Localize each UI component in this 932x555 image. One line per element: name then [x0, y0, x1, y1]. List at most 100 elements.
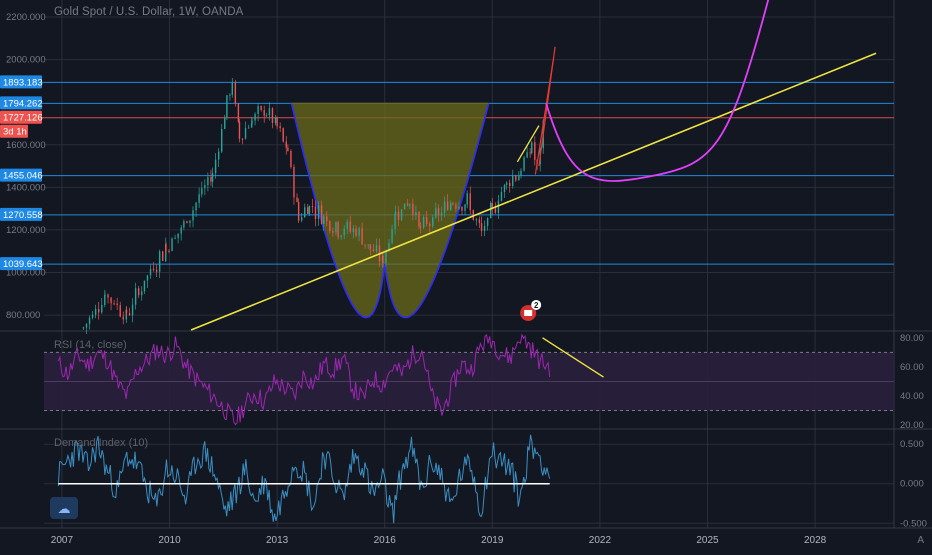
candle-body: [276, 117, 278, 127]
candle-body: [221, 129, 223, 152]
candle-body: [263, 110, 265, 116]
candle-body: [198, 194, 200, 203]
cup-outline: [290, 103, 490, 319]
long-trendline: [190, 52, 877, 331]
demand-pane-label: Demand Index (10): [54, 437, 149, 449]
candle-body: [234, 82, 237, 104]
candle-body: [85, 323, 88, 328]
candle-body: [419, 226, 422, 228]
candle-body: [231, 82, 233, 95]
candle-body: [189, 220, 191, 223]
candle-body: [435, 208, 437, 218]
candle-body: [317, 205, 320, 220]
candle-body: [229, 94, 231, 96]
candle-body: [489, 203, 492, 218]
tradingview-logo-icon[interactable]: ☁: [50, 497, 78, 519]
event-count: 2: [534, 301, 539, 310]
level-label-box: [0, 257, 42, 271]
candle-body: [162, 251, 164, 261]
auto-scale-button[interactable]: A: [917, 535, 924, 546]
candle-body: [443, 201, 446, 213]
candle-body: [224, 117, 226, 130]
x-tick-label: 2019: [481, 535, 504, 546]
y-tick-label: 1000.000: [6, 268, 46, 279]
candle-body: [110, 297, 112, 304]
candle-body: [480, 223, 483, 231]
candle-body: [406, 203, 409, 206]
candle-body: [311, 206, 314, 208]
candle-body: [520, 170, 522, 176]
candle-body: [409, 204, 411, 206]
candle-body: [271, 108, 274, 123]
candle-body: [274, 117, 277, 123]
event-flag-detail: [524, 309, 533, 316]
candle-body: [385, 250, 387, 264]
candle-body: [437, 208, 440, 216]
candle-body: [158, 251, 161, 272]
candle-body: [452, 203, 454, 205]
candle-body: [455, 204, 457, 209]
short-trendline: [516, 125, 540, 163]
candle-body: [192, 210, 194, 221]
candle-body: [397, 211, 400, 220]
candle-body: [91, 314, 94, 318]
candle-body: [94, 308, 97, 315]
candle-body: [472, 210, 475, 220]
candle-body: [355, 228, 357, 236]
candle-body: [244, 128, 247, 139]
candle-body: [343, 228, 345, 236]
candle-body: [509, 182, 511, 186]
x-tick-label: 2025: [696, 535, 719, 546]
candle-body: [512, 175, 514, 186]
candle-body: [180, 227, 182, 234]
candle-body: [107, 294, 109, 298]
candle-body: [155, 269, 158, 272]
candle-body: [486, 217, 489, 226]
candle-body: [314, 206, 317, 220]
y-tick-label: 1200.000: [6, 225, 46, 236]
candle-body: [254, 114, 256, 121]
demand-tick-label: -0.500: [900, 518, 927, 529]
candle-body: [391, 229, 393, 243]
candle-body: [226, 95, 228, 118]
candle-body: [497, 200, 500, 213]
candle-body: [165, 243, 167, 251]
candle-body: [372, 249, 375, 252]
candle-body: [296, 197, 298, 202]
candle-body: [104, 294, 106, 296]
candle-body: [207, 177, 209, 186]
candle-body: [422, 217, 425, 228]
candle-body: [308, 206, 311, 214]
candle-body: [388, 242, 390, 251]
candle-body: [101, 305, 103, 313]
level-label-box: [0, 110, 42, 124]
candle-body: [412, 204, 414, 216]
candle-body: [238, 121, 241, 139]
candle-body: [113, 303, 115, 305]
candle-body: [364, 244, 366, 246]
candle-body: [116, 303, 118, 306]
candle-body: [491, 203, 494, 209]
rsi-tick-label: 20.00: [900, 420, 924, 431]
candle-body: [293, 166, 295, 198]
candle-body: [82, 327, 85, 329]
candle-body: [260, 106, 262, 111]
candle-body: [241, 138, 244, 140]
candle-body: [210, 177, 212, 182]
x-tick-label: 2010: [158, 535, 181, 546]
candle-body: [415, 211, 417, 216]
candle-body: [337, 222, 339, 238]
candle-body: [382, 255, 384, 264]
projection-curve: [545, 0, 770, 182]
candle-body: [97, 308, 100, 313]
candle-body: [257, 106, 259, 115]
candle-body: [500, 191, 503, 201]
candle-body: [119, 305, 121, 317]
chart-title: Gold Spot / U.S. Dollar, 1W, OANDA: [54, 6, 244, 18]
rsi-tick-label: 80.00: [900, 333, 924, 344]
level-label: 1270.558: [3, 210, 43, 221]
candle-body: [279, 126, 281, 129]
candle-body: [214, 159, 217, 174]
